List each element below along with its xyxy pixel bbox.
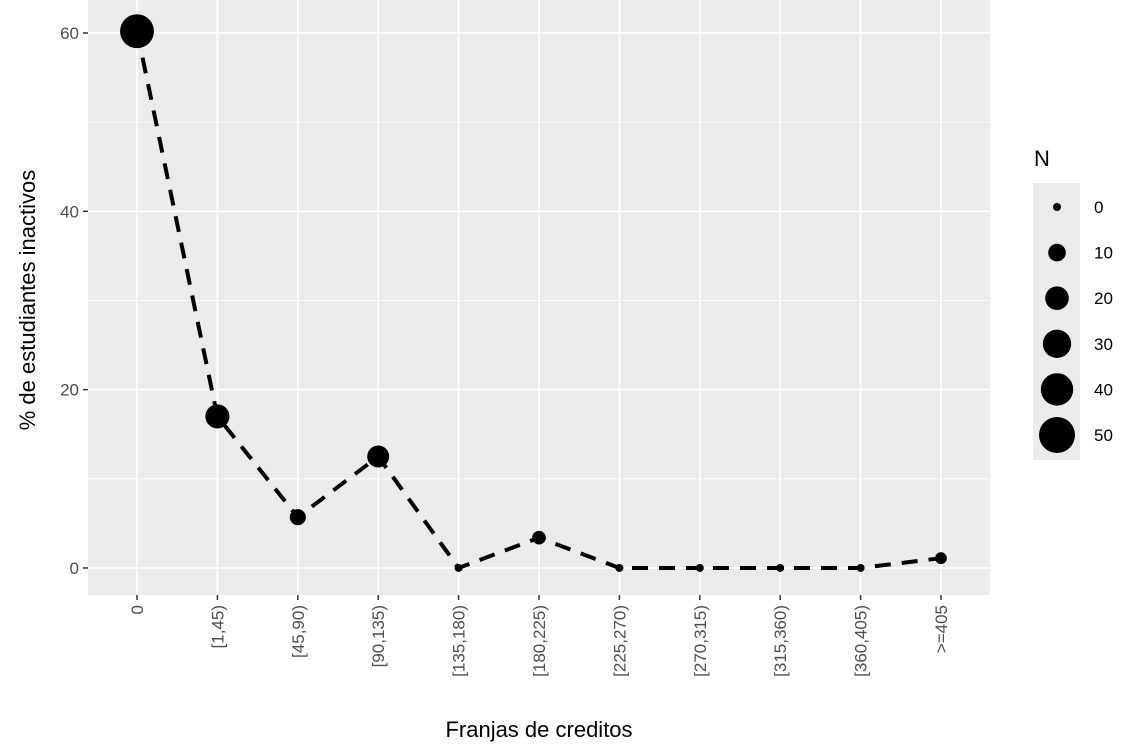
y-tick-label: 20 [60,381,79,400]
legend-label: 50 [1094,426,1113,445]
y-tick-label: 0 [70,559,79,578]
x-axis-title: Franjas de creditos [445,717,632,742]
x-tick-label: [180,225) [530,605,549,677]
x-tick-label: [90,135) [369,605,388,667]
point [289,509,306,526]
x-tick-label: [135,180) [450,605,469,677]
legend-key [1039,417,1075,453]
point [367,445,390,468]
x-tick-label: [270,315) [691,605,710,677]
legend-key-background [1033,183,1080,460]
legend-key [1042,329,1072,358]
legend-label: 20 [1094,289,1113,308]
x-tick-label: [360,405) [852,605,871,677]
y-axis-title: % de estudiantes inactivos [15,170,40,431]
y-tick-label: 60 [60,24,79,43]
x-tick-label: [225,270) [610,605,629,677]
legend-label: 0 [1094,198,1103,217]
x-tick-label: [45,90) [289,605,308,658]
point [776,563,785,572]
legend-label: 10 [1094,244,1113,263]
x-tick-label: [315,360) [771,605,790,677]
y-tick-label: 40 [60,202,79,221]
legend-title: N [1034,146,1050,171]
legend-key [1040,373,1074,406]
point [615,563,624,572]
point [532,530,546,545]
legend-label: 40 [1094,380,1113,399]
legend-key [1045,286,1069,310]
point [120,14,154,49]
x-tick-label: >=405 [932,605,951,653]
point [205,404,230,429]
point [454,563,463,572]
x-tick-label: [1,45) [208,605,227,648]
legend-key [1048,243,1066,262]
point [856,563,865,572]
point [695,563,704,572]
x-tick-label: 0 [128,605,147,614]
point [935,552,947,565]
legend-key [1053,203,1061,211]
legend-label: 30 [1094,335,1113,354]
